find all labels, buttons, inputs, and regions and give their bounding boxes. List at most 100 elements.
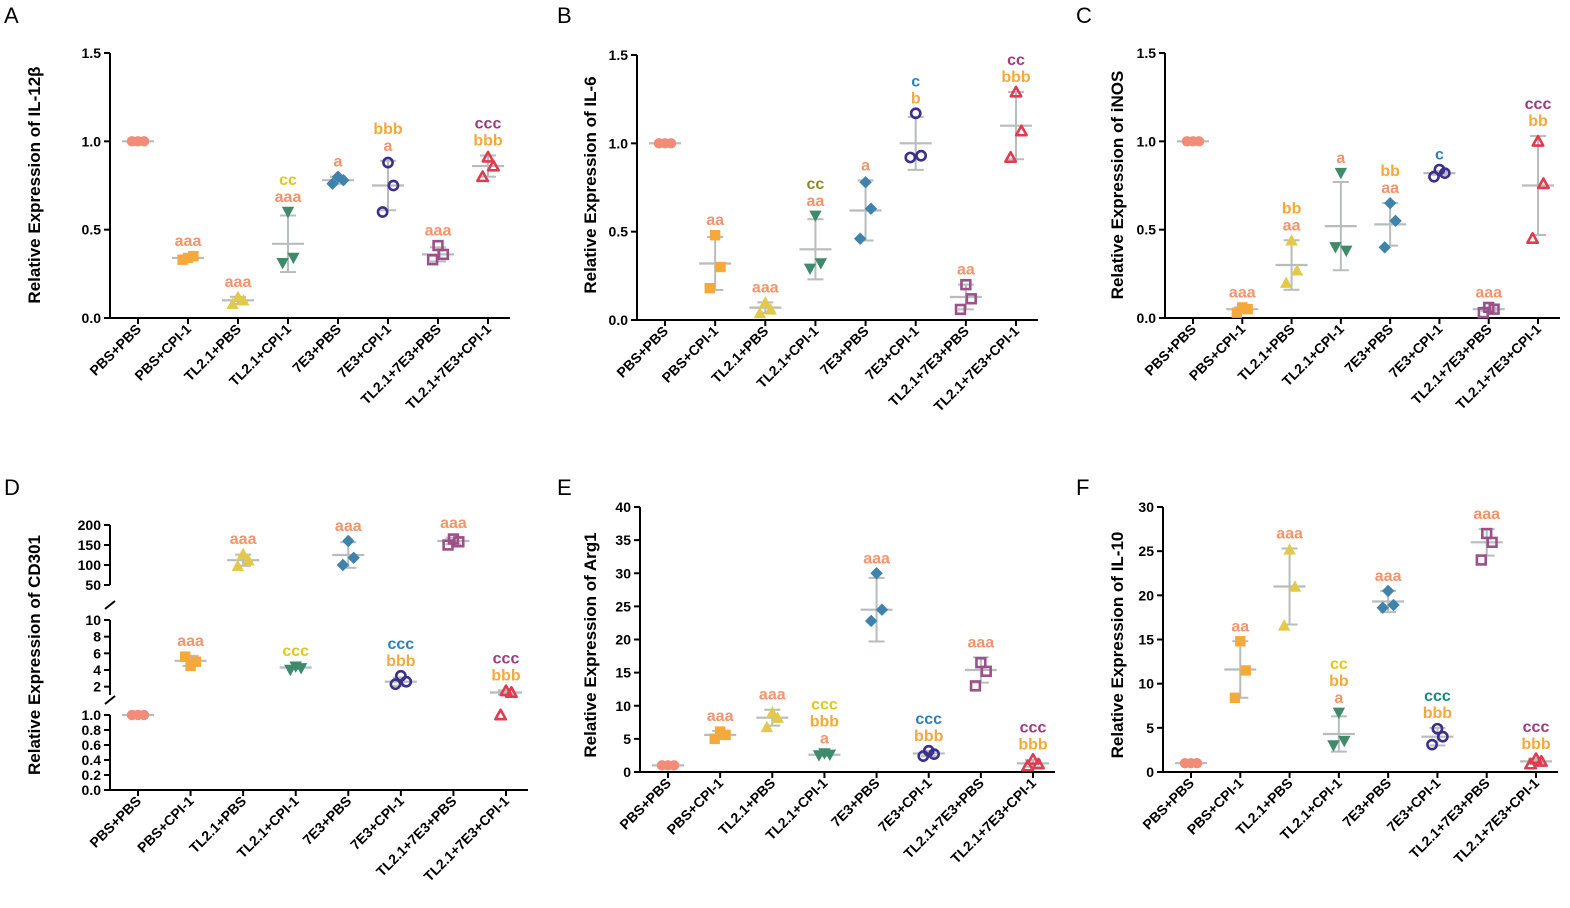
group-1: aaa [1226, 284, 1259, 318]
data-point [177, 254, 188, 265]
y-tick-label: 0.8 [82, 722, 102, 738]
data-point [138, 136, 150, 147]
group-4: aaa [332, 518, 365, 572]
y-tick-label: 20 [1138, 587, 1154, 603]
y-tick-label: 0.4 [82, 752, 102, 768]
significance-label: a [820, 730, 829, 747]
y-tick-label: 15 [1138, 632, 1154, 648]
data-point [1378, 241, 1391, 254]
data-point [1475, 554, 1488, 566]
data-point [179, 651, 191, 662]
y-tick-label: 0.0 [1137, 310, 1157, 326]
y-tick-label: 25 [615, 598, 631, 614]
significance-label: aaa [1276, 526, 1303, 543]
data-point [287, 252, 300, 265]
data-point [126, 136, 138, 147]
significance-label: a [334, 154, 343, 171]
data-point [226, 297, 239, 310]
x-tick-label: 7E3+PBS [828, 775, 883, 830]
data-point [1536, 177, 1550, 190]
data-point [954, 303, 967, 316]
data-point [347, 551, 360, 564]
data-point [1340, 245, 1353, 258]
data-point [1285, 234, 1298, 246]
y-tick-label: 40 [615, 499, 631, 515]
significance-label: a [1336, 150, 1345, 167]
data-point [1526, 232, 1540, 244]
group-2: aaa [756, 687, 789, 733]
significance-label: aa [957, 262, 975, 279]
group-1: aa [699, 212, 732, 294]
y-tick-label: 10 [85, 612, 101, 628]
group-2: aaa [749, 279, 782, 319]
y-tick-label: 0.2 [82, 767, 102, 783]
data-point [276, 258, 289, 270]
panel-letter: C [1076, 3, 1092, 28]
data-point [387, 179, 400, 192]
group-5: c [1423, 147, 1456, 183]
significance-label: bbb [1001, 69, 1031, 86]
significance-label: a [384, 138, 393, 155]
data-point [242, 554, 255, 566]
significance-label: ccc [915, 711, 942, 728]
y-tick-label: 0 [1146, 764, 1154, 780]
significance-label: aaa [440, 515, 467, 532]
data-point [1376, 601, 1389, 614]
data-point [1428, 170, 1440, 183]
significance-label: aaa [759, 687, 786, 704]
data-point [759, 296, 772, 308]
data-point [904, 151, 917, 164]
significance-label: bbb [491, 667, 521, 684]
significance-label: bbb [386, 653, 416, 670]
data-point [281, 206, 295, 219]
significance-label: aa [1381, 180, 1399, 197]
significance-label: bbb [373, 121, 403, 138]
y-tick-label: 2 [93, 679, 101, 695]
data-point [1332, 707, 1346, 720]
group-1: aaa [704, 708, 737, 745]
data-point [864, 614, 878, 628]
y-tick-label: 1.5 [1137, 45, 1157, 61]
y-axis-label: Relative Expression of iNOS [1108, 71, 1127, 300]
significance-label: aaa [1375, 568, 1402, 585]
significance-label: bbb [1018, 736, 1048, 753]
data-point [760, 720, 774, 733]
data-point [753, 306, 767, 319]
significance-label: cc [1007, 52, 1025, 69]
y-axis-label: Relative Expression of IL-10 [1108, 532, 1127, 759]
significance-label: bbb [1521, 736, 1551, 753]
data-point [1237, 302, 1248, 313]
data-point [342, 534, 355, 548]
y-tick-label: 6 [93, 645, 101, 661]
data-point [1327, 740, 1340, 752]
significance-label: ccc [1525, 96, 1552, 113]
group-0 [1177, 136, 1209, 147]
data-point [720, 729, 731, 741]
data-point [915, 149, 928, 162]
significance-label: c [1435, 147, 1444, 164]
data-point [709, 733, 720, 745]
y-tick-label: 15 [615, 665, 631, 681]
data-point [494, 708, 508, 721]
data-point [190, 656, 202, 667]
data-point [812, 750, 826, 762]
group-0 [122, 709, 154, 721]
data-point [442, 539, 454, 551]
y-tick-label: 0.5 [1137, 222, 1157, 238]
data-point [236, 547, 250, 559]
data-point [1329, 242, 1342, 254]
group-2: aaa [227, 531, 260, 571]
data-point [1431, 722, 1444, 735]
group-6: aaa [1472, 284, 1505, 319]
y-tick-label: 10 [1138, 676, 1154, 692]
y-tick-label: 5 [623, 731, 631, 747]
significance-label: aaa [225, 274, 252, 291]
significance-label: ccc [493, 650, 520, 667]
